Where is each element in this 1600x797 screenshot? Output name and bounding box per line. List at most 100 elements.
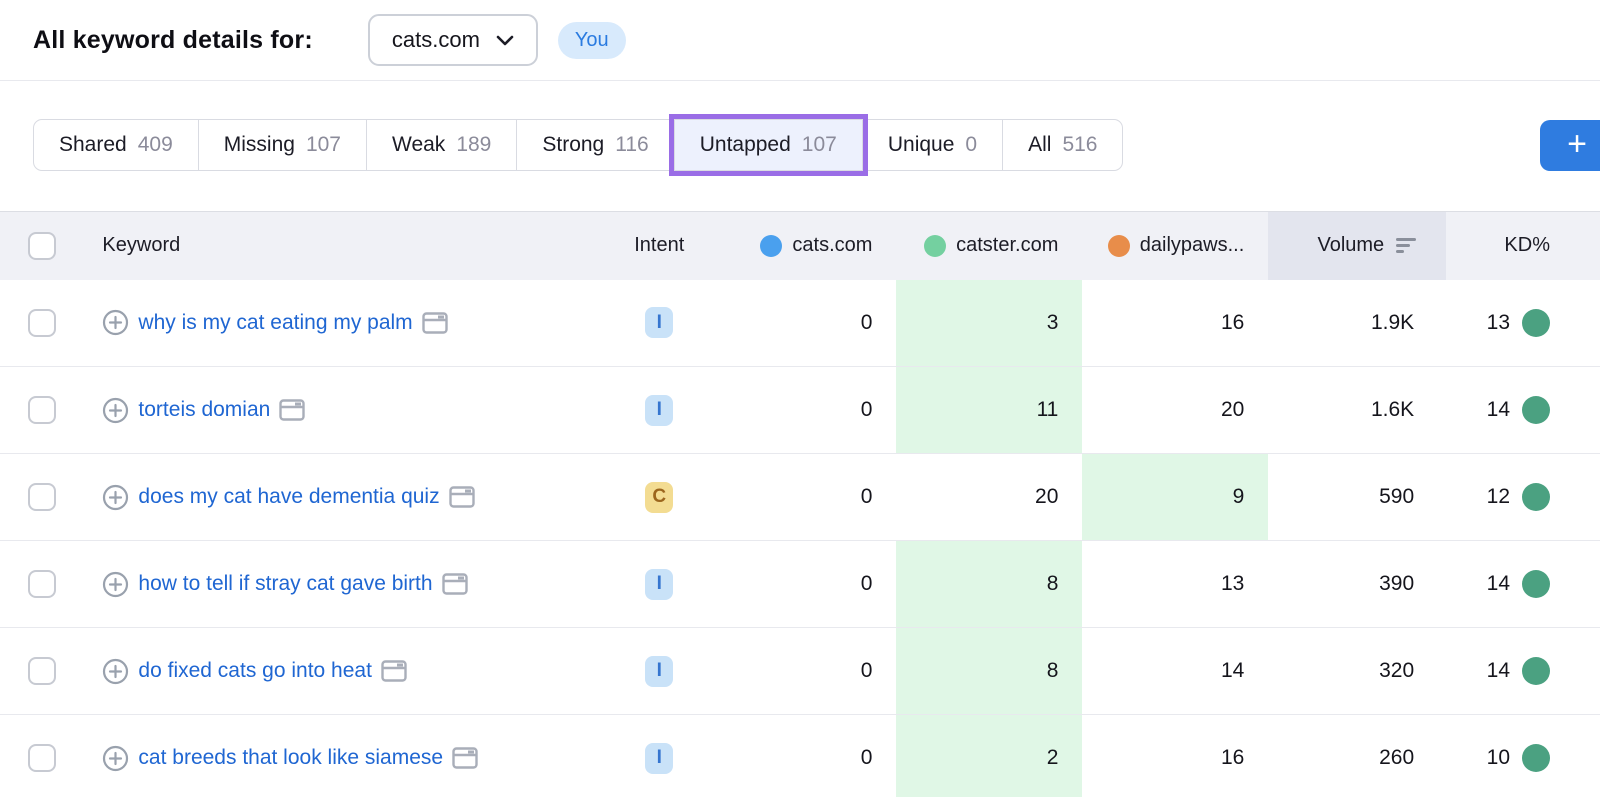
- sort-descending-icon: [1396, 238, 1417, 254]
- keyword-link[interactable]: why is my cat eating my palm: [138, 310, 413, 334]
- kd-value: 12: [1486, 485, 1510, 508]
- dailypaws-position: 20: [1220, 398, 1245, 421]
- tab-count: 107: [801, 133, 837, 156]
- volume-value: 390: [1379, 572, 1415, 595]
- tab-count: 409: [137, 133, 173, 156]
- cats-com-position: 0: [860, 398, 873, 421]
- page-header: All keyword details for: cats.com You: [0, 0, 1600, 81]
- kd-value: 13: [1486, 310, 1510, 334]
- keyword-link[interactable]: torteis domian: [138, 398, 271, 421]
- kd-difficulty-dot-icon: [1522, 396, 1550, 424]
- column-header-dailypaws[interactable]: dailypaws...: [1082, 212, 1268, 280]
- add-keyword-icon[interactable]: [102, 571, 129, 598]
- table-row: how to tell if stray cat gave birth I 0 …: [0, 540, 1600, 628]
- column-header-catster-com[interactable]: catster.com: [896, 212, 1082, 280]
- row-checkbox[interactable]: [28, 744, 56, 772]
- row-checkbox[interactable]: [28, 396, 56, 424]
- kd-value: 14: [1486, 572, 1510, 595]
- keyword-link[interactable]: cat breeds that look like siamese: [138, 746, 444, 769]
- volume-value: 260: [1379, 746, 1415, 769]
- column-header-volume[interactable]: Volume: [1268, 211, 1447, 280]
- catster-com-position: 2: [896, 714, 1083, 797]
- add-keyword-icon[interactable]: [102, 745, 129, 772]
- tab-missing[interactable]: Missing 107: [197, 119, 367, 171]
- domain-selector-value: cats.com: [391, 27, 480, 52]
- tab-strong[interactable]: Strong 116: [516, 119, 675, 171]
- column-header-keyword[interactable]: Keyword: [102, 234, 181, 257]
- tab-count: 116: [615, 133, 649, 156]
- tab-untapped[interactable]: Untapped 107: [673, 119, 863, 171]
- kd-value: 14: [1486, 398, 1510, 421]
- gap-type-tabs: Shared 409 Missing 107 Weak 189 Strong 1…: [33, 119, 1600, 171]
- kd-difficulty-dot-icon: [1522, 744, 1550, 772]
- dailypaws-position: 9: [1082, 453, 1269, 541]
- row-checkbox[interactable]: [28, 657, 56, 685]
- intent-badge[interactable]: I: [645, 655, 674, 687]
- catster-com-position: 11: [896, 366, 1083, 454]
- add-keyword-icon[interactable]: [102, 658, 129, 685]
- tab-count: 107: [305, 133, 341, 156]
- add-keyword-icon[interactable]: [102, 484, 129, 511]
- you-badge: You: [557, 21, 626, 59]
- catster-com-position: 20: [1035, 485, 1059, 508]
- row-checkbox[interactable]: [28, 483, 56, 511]
- kd-difficulty-dot-icon: [1522, 570, 1550, 598]
- keyword-link[interactable]: do fixed cats go into heat: [138, 659, 372, 682]
- cats-com-position: 0: [860, 310, 873, 334]
- cats-com-position: 0: [860, 485, 873, 508]
- catster-com-position: 8: [896, 627, 1083, 715]
- row-checkbox[interactable]: [28, 570, 56, 598]
- add-keyword-icon[interactable]: [102, 309, 129, 336]
- dailypaws-position: 16: [1220, 310, 1245, 334]
- tab-all[interactable]: All 516: [1002, 119, 1124, 171]
- intent-badge[interactable]: I: [645, 307, 674, 339]
- table-row: cat breeds that look like siamese I 0 2 …: [0, 714, 1600, 797]
- plus-icon: +: [1567, 124, 1587, 163]
- kd-difficulty-dot-icon: [1522, 308, 1550, 337]
- keywords-table: Keyword Intent cats.com catster.com dail…: [0, 211, 1600, 797]
- volume-value: 590: [1379, 485, 1415, 508]
- dailypaws-position: 16: [1220, 746, 1245, 769]
- serp-features-icon[interactable]: [421, 312, 448, 334]
- table-header-row: Keyword Intent cats.com catster.com dail…: [0, 211, 1600, 280]
- volume-value: 320: [1379, 659, 1415, 682]
- serp-features-icon[interactable]: [448, 486, 475, 508]
- tab-weak[interactable]: Weak 189: [366, 119, 518, 171]
- intent-badge[interactable]: I: [645, 568, 674, 600]
- keyword-link[interactable]: how to tell if stray cat gave birth: [138, 572, 433, 595]
- page-title: All keyword details for:: [33, 25, 313, 54]
- volume-value: 1.6K: [1370, 398, 1415, 421]
- intent-badge[interactable]: I: [645, 394, 674, 426]
- catster-com-position: 8: [896, 540, 1083, 628]
- dailypaws-position: 14: [1220, 659, 1245, 682]
- kd-value: 10: [1486, 746, 1510, 769]
- row-checkbox[interactable]: [28, 308, 56, 337]
- chevron-down-icon: [496, 35, 514, 46]
- column-header-kd[interactable]: KD%: [1504, 234, 1550, 257]
- tab-shared[interactable]: Shared 409: [33, 119, 199, 171]
- select-all-checkbox[interactable]: [28, 231, 56, 260]
- table-row: torteis domian I 0 11 20 1.6K 14: [0, 366, 1600, 454]
- add-to-list-button[interactable]: +: [1540, 120, 1600, 171]
- cats-com-position: 0: [860, 659, 873, 682]
- table-row: do fixed cats go into heat I 0 8 14 320 …: [0, 627, 1600, 715]
- domain-selector[interactable]: cats.com: [367, 14, 538, 66]
- column-header-intent[interactable]: Intent: [634, 234, 685, 257]
- volume-value: 1.9K: [1370, 310, 1415, 334]
- serp-features-icon[interactable]: [452, 747, 478, 769]
- column-header-cats-com[interactable]: cats.com: [716, 212, 897, 280]
- intent-badge[interactable]: I: [645, 742, 674, 774]
- serp-features-icon[interactable]: [381, 660, 407, 682]
- tab-count: 0: [965, 133, 978, 156]
- tab-unique[interactable]: Unique 0: [861, 119, 1004, 171]
- tab-count: 189: [456, 133, 492, 156]
- tab-count: 516: [1062, 133, 1098, 156]
- keyword-link[interactable]: does my cat have dementia quiz: [138, 485, 440, 508]
- intent-badge[interactable]: C: [645, 481, 674, 513]
- serp-features-icon[interactable]: [441, 573, 468, 595]
- cats-com-position: 0: [860, 746, 873, 769]
- serp-features-icon[interactable]: [279, 399, 306, 421]
- add-keyword-icon[interactable]: [102, 397, 129, 424]
- catster-com-dot-icon: [924, 234, 947, 257]
- kd-difficulty-dot-icon: [1522, 483, 1550, 511]
